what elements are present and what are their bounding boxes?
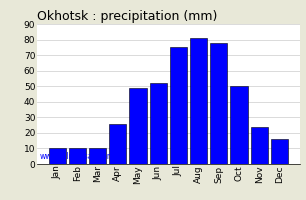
Bar: [89, 148, 106, 164]
Bar: [49, 148, 66, 164]
Bar: [170, 47, 187, 164]
Bar: [150, 83, 167, 164]
Bar: [210, 43, 227, 164]
Text: www.allmetsat.com: www.allmetsat.com: [39, 152, 114, 161]
Bar: [271, 139, 288, 164]
Bar: [251, 127, 268, 164]
Bar: [69, 148, 86, 164]
Text: Okhotsk : precipitation (mm): Okhotsk : precipitation (mm): [37, 10, 217, 23]
Bar: [190, 38, 207, 164]
Bar: [230, 86, 248, 164]
Bar: [109, 124, 126, 164]
Bar: [129, 88, 147, 164]
